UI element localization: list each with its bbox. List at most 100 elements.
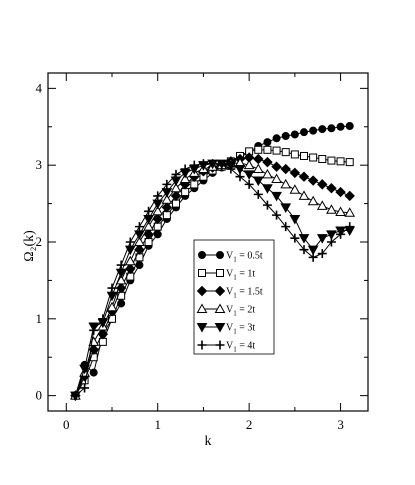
data-point — [89, 368, 98, 377]
data-point — [170, 190, 182, 202]
data-point — [124, 255, 136, 266]
data-point — [181, 188, 190, 197]
legend-label: V1 = 2t — [226, 305, 255, 318]
data-point — [344, 190, 355, 202]
data-point — [298, 171, 310, 182]
data-point — [152, 205, 164, 216]
data-point — [134, 236, 145, 246]
legend-label: V1 = 1.5t — [226, 287, 263, 300]
y-tick-label: 2 — [36, 234, 43, 249]
legend-marker — [216, 251, 224, 259]
data-point — [344, 207, 356, 217]
legend-marker — [196, 285, 208, 297]
legend-marker — [216, 269, 224, 277]
data-point — [280, 203, 292, 213]
x-axis-title: k — [205, 434, 212, 449]
data-point — [280, 163, 291, 175]
data-point — [326, 237, 336, 247]
x-tick-label: 0 — [63, 417, 70, 432]
legend-marker — [198, 269, 206, 277]
data-point — [115, 274, 127, 285]
data-point — [307, 245, 319, 256]
data-point — [144, 238, 153, 246]
legend-marker — [196, 303, 208, 313]
data-point — [235, 172, 245, 182]
data-point — [254, 145, 263, 154]
y-tick-label: 0 — [36, 388, 43, 403]
data-point — [281, 148, 290, 157]
data-point — [253, 189, 263, 199]
data-point — [289, 214, 301, 225]
legend-marker — [196, 323, 208, 333]
legend-label: V1 = 3t — [226, 323, 255, 336]
data-point — [252, 176, 264, 187]
data-point — [318, 125, 327, 134]
data-point — [143, 229, 154, 240]
data-point — [290, 233, 300, 243]
data-point — [316, 234, 328, 244]
data-point — [326, 183, 337, 194]
data-point — [161, 202, 173, 213]
data-point — [244, 179, 254, 189]
series-6 — [70, 159, 355, 401]
data-point — [290, 130, 299, 139]
data-point — [327, 156, 336, 165]
data-point — [308, 252, 318, 262]
data-point — [153, 222, 162, 231]
data-point — [271, 191, 282, 202]
data-point — [335, 186, 346, 198]
data-point — [272, 134, 281, 143]
data-point — [162, 211, 171, 220]
data-point — [281, 222, 291, 232]
data-point — [198, 159, 208, 169]
data-point — [243, 159, 255, 170]
legend-item-5: V1 = 3t — [196, 323, 255, 336]
series-2 — [71, 145, 354, 400]
data-point — [98, 314, 108, 324]
data-point — [271, 161, 282, 172]
data-point — [80, 383, 90, 393]
data-point — [253, 153, 264, 165]
data-point — [180, 164, 190, 174]
data-point — [116, 260, 126, 270]
data-point — [153, 230, 162, 239]
data-point — [280, 178, 292, 189]
legend-marker — [197, 340, 207, 350]
data-point — [243, 170, 255, 180]
data-point — [271, 173, 282, 184]
data-point — [134, 222, 144, 232]
data-point — [307, 195, 319, 206]
legend-item-2: V1 = 1t — [198, 269, 255, 282]
data-point — [307, 175, 319, 186]
data-point — [317, 179, 328, 190]
data-point — [299, 245, 309, 255]
data-point — [262, 200, 272, 210]
legend-box — [193, 239, 275, 355]
series-4 — [70, 157, 356, 400]
data-point — [70, 391, 80, 401]
data-point — [309, 153, 318, 162]
data-point — [309, 126, 318, 135]
data-point — [290, 150, 299, 159]
legend-marker — [214, 323, 226, 333]
data-point — [152, 213, 163, 225]
legend-marker — [214, 285, 226, 297]
legend-marker — [215, 340, 225, 350]
data-point — [97, 328, 109, 340]
y-tick-label: 4 — [36, 80, 43, 95]
data-point — [336, 122, 345, 131]
data-point — [171, 169, 181, 179]
data-point — [281, 131, 290, 140]
data-point — [316, 200, 328, 210]
legend-marker — [214, 303, 226, 313]
data-point — [234, 165, 246, 175]
data-point — [272, 210, 282, 220]
y-tick-label: 1 — [36, 311, 43, 326]
data-point — [263, 145, 272, 154]
data-point — [89, 325, 99, 335]
data-point — [217, 160, 227, 170]
data-point — [98, 337, 107, 346]
data-point — [144, 206, 154, 216]
data-point — [79, 364, 90, 375]
